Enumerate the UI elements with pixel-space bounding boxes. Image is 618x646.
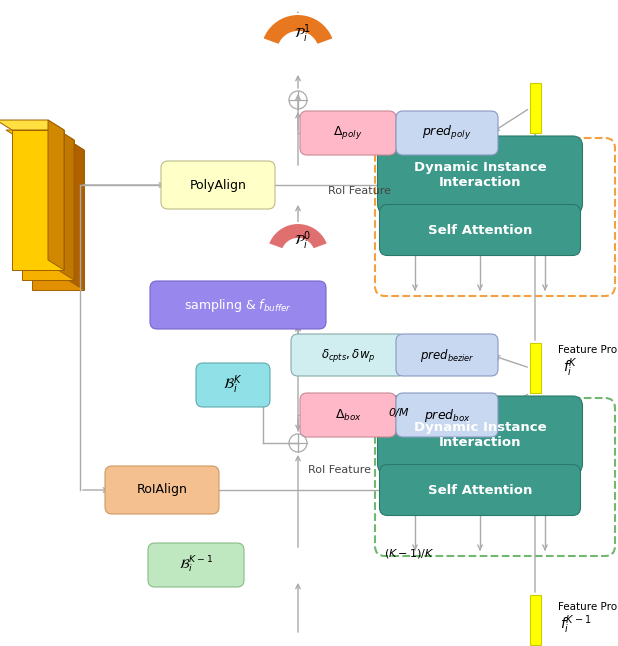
Text: $pred_{box}$: $pred_{box}$: [423, 406, 470, 424]
Text: $f_i^K$: $f_i^K$: [563, 357, 578, 379]
FancyBboxPatch shape: [300, 393, 396, 437]
Polygon shape: [268, 223, 328, 249]
FancyBboxPatch shape: [105, 466, 219, 514]
Polygon shape: [0, 120, 64, 130]
Polygon shape: [58, 130, 74, 280]
FancyBboxPatch shape: [196, 363, 270, 407]
Polygon shape: [22, 140, 74, 280]
Text: Feature Proposal: Feature Proposal: [558, 345, 618, 355]
Text: $\Delta_{box}$: $\Delta_{box}$: [334, 408, 362, 422]
Bar: [530, 343, 541, 393]
Polygon shape: [262, 14, 334, 45]
Polygon shape: [6, 130, 74, 140]
Text: 0/M: 0/M: [388, 408, 408, 418]
Polygon shape: [48, 120, 64, 270]
Text: Self Attention: Self Attention: [428, 483, 532, 497]
Polygon shape: [16, 140, 84, 150]
Text: $\mathcal{B}_i^K$: $\mathcal{B}_i^K$: [223, 373, 243, 396]
Text: $\delta_{cpts}, \delta w_p$: $\delta_{cpts}, \delta w_p$: [321, 346, 375, 364]
FancyBboxPatch shape: [378, 396, 583, 474]
FancyBboxPatch shape: [379, 205, 580, 256]
Bar: [530, 595, 541, 645]
FancyBboxPatch shape: [161, 161, 275, 209]
FancyBboxPatch shape: [300, 111, 396, 155]
FancyBboxPatch shape: [291, 334, 405, 376]
Text: $\Delta_{poly}$: $\Delta_{poly}$: [333, 125, 363, 141]
Polygon shape: [68, 140, 84, 290]
Text: $pred_{bezier}$: $pred_{bezier}$: [420, 346, 475, 364]
Text: $f_i^{K-1}$: $f_i^{K-1}$: [560, 614, 591, 636]
FancyBboxPatch shape: [396, 334, 498, 376]
FancyBboxPatch shape: [150, 281, 326, 329]
Text: $pred_{poly}$: $pred_{poly}$: [422, 124, 472, 142]
Text: Feature Proposal: Feature Proposal: [558, 602, 618, 612]
Polygon shape: [32, 150, 84, 290]
FancyBboxPatch shape: [396, 111, 498, 155]
FancyBboxPatch shape: [379, 464, 580, 516]
Text: PolyAlign: PolyAlign: [190, 178, 247, 191]
Text: $(K-1)/K$: $(K-1)/K$: [384, 547, 434, 560]
Bar: [530, 83, 541, 133]
Text: $\mathcal{P}_i^0$: $\mathcal{P}_i^0$: [294, 230, 310, 253]
Text: Dynamic Instance
Interaction: Dynamic Instance Interaction: [413, 161, 546, 189]
Text: RoI Feature: RoI Feature: [308, 465, 371, 475]
Text: RoI Feature: RoI Feature: [329, 186, 391, 196]
Text: $\mathcal{P}_i^1$: $\mathcal{P}_i^1$: [294, 23, 310, 45]
Text: sampling & $f_{buffer}$: sampling & $f_{buffer}$: [184, 297, 292, 313]
Text: Self Attention: Self Attention: [428, 224, 532, 236]
Text: Dynamic Instance
Interaction: Dynamic Instance Interaction: [413, 421, 546, 449]
FancyBboxPatch shape: [378, 136, 583, 214]
FancyBboxPatch shape: [148, 543, 244, 587]
Polygon shape: [12, 130, 64, 270]
FancyBboxPatch shape: [396, 393, 498, 437]
Text: $\mathcal{B}_i^{K-1}$: $\mathcal{B}_i^{K-1}$: [179, 555, 213, 575]
Text: RoIAlign: RoIAlign: [137, 483, 187, 497]
